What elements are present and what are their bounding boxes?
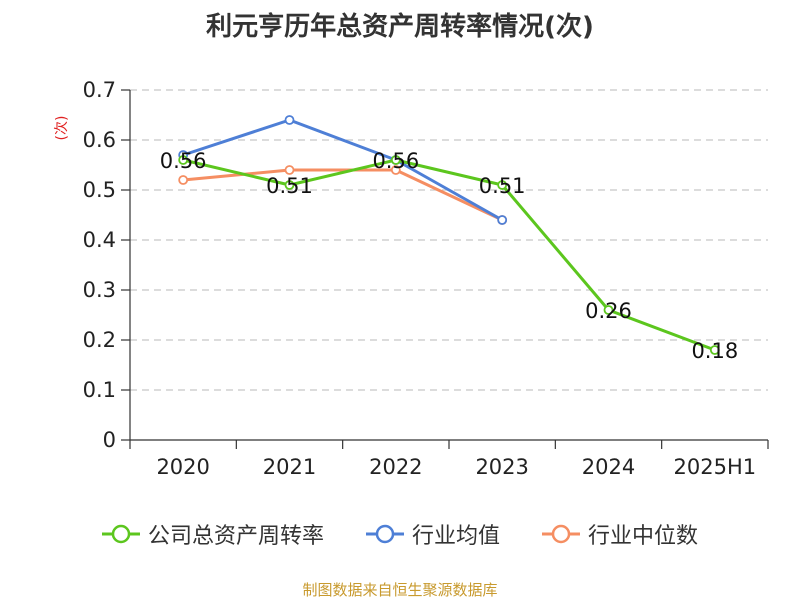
data-label: 0.26 [585, 299, 632, 323]
y-tick-label: 0.5 [83, 178, 116, 202]
data-label: 0.51 [266, 174, 313, 198]
data-point [284, 115, 295, 125]
y-tick-label: 0.7 [83, 78, 116, 102]
y-tick-label: 0.3 [83, 278, 116, 302]
legend-label-industry-median: 行业中位数 [588, 524, 699, 549]
y-axis-label: (次) [54, 116, 70, 141]
data-label: 0.56 [372, 149, 419, 173]
x-tick-label: 2022 [369, 455, 422, 479]
y-tick-label: 0.2 [83, 328, 116, 352]
data-label: 0.18 [691, 339, 738, 363]
data-label: 0.56 [160, 149, 207, 173]
source-note: 制图数据来自恒生聚源数据库 [302, 581, 498, 599]
y-tick-label: 0.6 [83, 128, 116, 152]
legend-line-circle-icon [365, 524, 404, 544]
series-line [183, 168, 503, 222]
y-tick-label: 0 [103, 428, 116, 452]
legend-label-industry-avg: 行业均值 [411, 524, 500, 549]
data-point [390, 165, 401, 175]
legend-line-circle-icon [542, 524, 580, 544]
x-tick-label: 2025H1 [674, 455, 757, 479]
x-tick-label: 2024 [582, 455, 635, 479]
data-point [390, 155, 401, 165]
legend-label-company: 公司总资产周转率 [147, 524, 324, 549]
legend: 公司总资产周转率 行业均值 行业中位数 [0, 518, 800, 550]
data-point [284, 165, 295, 175]
data-point [603, 305, 614, 315]
y-tick-label: 0.4 [83, 228, 116, 252]
legend-item-industry-median[interactable]: 行业中位数 [542, 518, 698, 550]
data-point [497, 215, 508, 225]
data-point [497, 180, 508, 190]
data-point [284, 180, 295, 190]
legend-item-company[interactable]: 公司总资产周转率 [101, 518, 324, 550]
series-line [182, 118, 503, 222]
data-label: 0.51 [479, 174, 526, 198]
data-point [178, 175, 189, 185]
legend-line-circle-icon [101, 524, 140, 544]
x-tick-label: 2023 [475, 455, 528, 479]
x-tick-label: 2020 [156, 455, 209, 479]
data-point [709, 345, 720, 355]
y-tick-label: 0.1 [83, 378, 116, 402]
chart-title: 利元亨历年总资产周转率情况(次) [206, 12, 594, 42]
data-point [178, 155, 189, 165]
series-line [182, 158, 716, 352]
x-tick-label: 2021 [263, 455, 316, 479]
legend-item-industry-avg[interactable]: 行业均值 [365, 518, 500, 550]
